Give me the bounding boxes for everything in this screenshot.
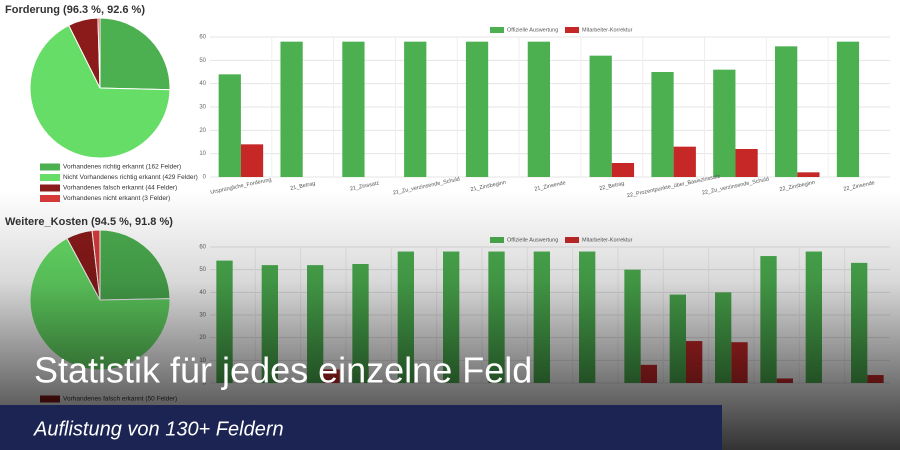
y-tick-label: 10 (199, 151, 206, 157)
bar (527, 41, 550, 177)
y-tick-label: 0 (203, 175, 207, 181)
legend-swatch (565, 27, 579, 33)
subtitle-bar (0, 405, 722, 450)
bar (797, 172, 820, 177)
legend-label: Vorhandenes richtig erkannt (162 Felder) (63, 164, 181, 171)
bar (713, 69, 736, 177)
y-tick-label: 60 (199, 35, 206, 41)
y-tick-label: 40 (199, 81, 206, 87)
bar (404, 41, 427, 177)
bar (611, 163, 635, 177)
pie-slice (29, 24, 171, 159)
legend-swatch (40, 163, 60, 171)
x-tick-label: 22_Betrag (599, 181, 625, 192)
bar (836, 41, 860, 177)
bar (735, 149, 758, 177)
legend-label: Offizielle Auswertung (507, 27, 558, 33)
bar (673, 146, 696, 177)
legend-swatch (490, 27, 504, 33)
y-tick-label: 30 (199, 105, 206, 111)
bar (589, 55, 612, 177)
bar (342, 41, 365, 177)
pie-slice (97, 17, 101, 89)
legend-swatch (40, 174, 60, 181)
legend-label: Vorhandenes falsch erkannt (44 Felder) (63, 185, 177, 192)
bar (775, 46, 798, 178)
pie-slice (99, 17, 171, 91)
bar (280, 41, 303, 177)
subtitle: Auflistung von 130+ Feldern (33, 418, 284, 440)
y-tick-label: 50 (199, 58, 206, 64)
headline: Statistik für jedes einzelne Feld (34, 350, 532, 391)
legend-swatch (40, 184, 60, 192)
bar (651, 72, 674, 177)
bar (218, 74, 241, 177)
bar (240, 144, 264, 177)
x-tick-label: 21_Betrag (290, 181, 316, 192)
legend-label: Mitarbeiter-Korrektur (582, 27, 633, 33)
legend-label: Nicht Vorhandenes richtig erkannt (429 F… (63, 174, 198, 181)
pie-title: Forderung (96.3 %, 92.6 %) (5, 4, 145, 16)
bar (465, 41, 489, 177)
y-tick-label: 20 (199, 128, 206, 134)
